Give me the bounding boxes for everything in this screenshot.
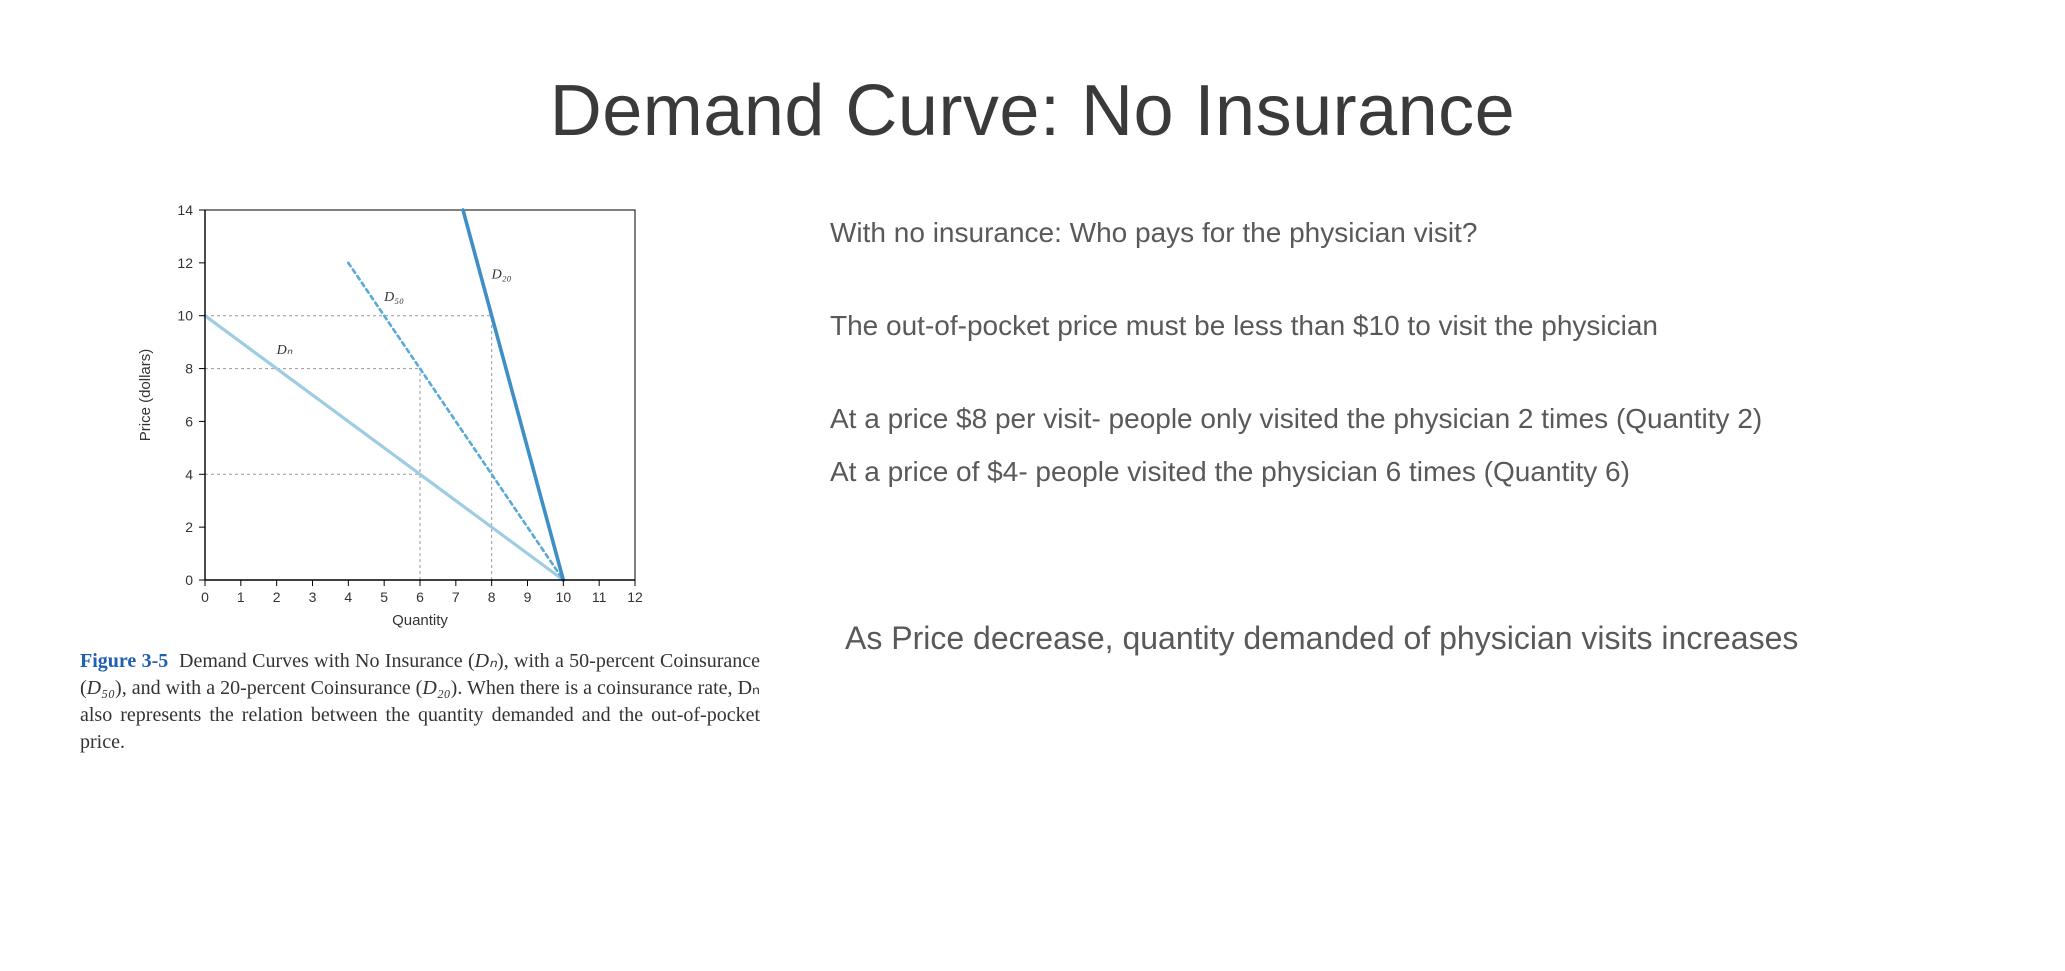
svg-text:0: 0: [201, 589, 209, 605]
slide: Demand Curve: No Insurance DₙD₅₀D₂₀01234…: [0, 0, 2065, 971]
svg-text:6: 6: [185, 413, 193, 429]
bullet-3: At a price $8 per visit- people only vis…: [830, 401, 2050, 436]
svg-text:1: 1: [237, 589, 245, 605]
svg-text:10: 10: [556, 589, 572, 605]
svg-text:12: 12: [627, 589, 643, 605]
svg-text:3: 3: [309, 589, 317, 605]
figure: DₙD₅₀D₂₀012345678910111202468101214Quant…: [80, 200, 780, 756]
bullet-2: The out-of-pocket price must be less tha…: [830, 308, 2050, 343]
svg-text:Quantity: Quantity: [392, 612, 448, 629]
svg-text:2: 2: [185, 519, 193, 535]
bullet-4: At a price of $4- people visited the phy…: [830, 454, 2050, 489]
svg-text:12: 12: [177, 255, 193, 271]
svg-text:0: 0: [185, 572, 193, 588]
figure-label: Figure 3-5: [80, 650, 168, 672]
svg-text:7: 7: [452, 589, 460, 605]
svg-text:D₂₀: D₂₀: [491, 268, 512, 283]
svg-text:6: 6: [416, 589, 424, 605]
bullet-1: With no insurance: Who pays for the phys…: [830, 215, 2050, 250]
svg-text:8: 8: [488, 589, 496, 605]
svg-text:4: 4: [185, 466, 193, 482]
svg-text:5: 5: [380, 589, 388, 605]
svg-text:8: 8: [185, 361, 193, 377]
bullet-list: With no insurance: Who pays for the phys…: [830, 215, 2050, 547]
svg-text:11: 11: [592, 589, 607, 605]
svg-text:Price (dollars): Price (dollars): [137, 349, 154, 442]
svg-text:9: 9: [524, 589, 532, 605]
svg-text:14: 14: [177, 202, 193, 218]
svg-text:10: 10: [177, 308, 193, 324]
svg-text:2: 2: [273, 589, 281, 605]
svg-text:D₅₀: D₅₀: [383, 290, 404, 305]
svg-text:4: 4: [344, 589, 352, 605]
figure-caption: Figure 3-5 Demand Curves with No Insuran…: [80, 648, 760, 756]
conclusion-text: As Price decrease, quantity demanded of …: [845, 618, 2055, 660]
demand-chart: DₙD₅₀D₂₀012345678910111202468101214Quant…: [80, 200, 680, 630]
svg-text:Dₙ: Dₙ: [276, 343, 293, 358]
slide-title: Demand Curve: No Insurance: [0, 70, 2065, 152]
